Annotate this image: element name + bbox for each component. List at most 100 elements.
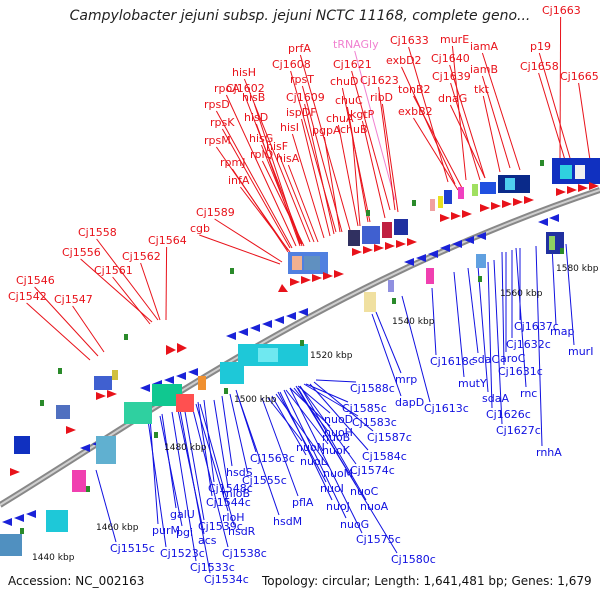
gene-label-cj1639[interactable]: Cj1639: [432, 70, 471, 83]
gene-label-pfla[interactable]: pflA: [292, 496, 314, 509]
gene-label-cj1562[interactable]: Cj1562: [122, 250, 161, 263]
gene-label-cj1534c[interactable]: Cj1534c: [204, 573, 249, 586]
gene-label-nuom[interactable]: nuoM: [323, 467, 353, 480]
gene-label-infa[interactable]: infA: [228, 174, 250, 187]
gene-label-iamb[interactable]: iamB: [470, 63, 498, 76]
gene-label-cj1561[interactable]: Cj1561: [94, 264, 133, 277]
gene-label-rpsk[interactable]: rpsK: [210, 116, 235, 129]
gene-label-cj1580c[interactable]: Cj1580c: [391, 553, 436, 566]
gene-label-nuoh[interactable]: nuoH: [324, 426, 353, 439]
gene-label-nuoa[interactable]: nuoA: [360, 500, 389, 513]
gene-label-rpst[interactable]: rpsT: [290, 73, 314, 86]
gene-label-cj1538c[interactable]: Cj1538c: [222, 547, 267, 560]
gene-label-cj1584c[interactable]: Cj1584c: [362, 450, 407, 463]
gene-label-hisf[interactable]: hisF: [266, 140, 288, 153]
gene-label-sdaa[interactable]: sdaA: [482, 392, 509, 405]
gene-label-cj1623[interactable]: Cj1623: [360, 74, 399, 87]
gene-label-cj1548c[interactable]: Cj1548c: [208, 482, 253, 495]
gene-label-chub[interactable]: chuB: [340, 123, 368, 136]
gene-label-cj1558[interactable]: Cj1558: [78, 226, 117, 239]
gene-label-cj1637c[interactable]: Cj1637c: [514, 320, 559, 333]
gene-label-nuol[interactable]: nuoL: [300, 455, 328, 468]
gene-label-purm[interactable]: purM: [152, 524, 180, 537]
gene-label-cj1563c[interactable]: Cj1563c: [250, 452, 295, 465]
gene-label-exbb2[interactable]: exbB2: [398, 105, 433, 118]
gene-label-cj1665[interactable]: Cj1665: [560, 70, 599, 83]
gene-label-cj1602[interactable]: Cj1602: [226, 82, 265, 95]
gene-label-cj1547[interactable]: Cj1547: [54, 293, 93, 306]
gene-label-rpsd[interactable]: rpsD: [204, 98, 230, 111]
gene-label-cj1523c[interactable]: Cj1523c: [160, 547, 205, 560]
gene-label-prfa[interactable]: prfA: [288, 42, 311, 55]
gene-label-iama[interactable]: iamA: [470, 40, 499, 53]
gene-label-nuoi[interactable]: nuoI: [320, 482, 344, 495]
gene-label-nuoj[interactable]: nuoJ: [326, 500, 350, 513]
gene-label-trnagly[interactable]: tRNAGly: [333, 38, 379, 51]
gene-label-cj1588c[interactable]: Cj1588c: [350, 382, 395, 395]
gene-label-cj1631c[interactable]: Cj1631c: [498, 365, 543, 378]
gene-label-rplq[interactable]: rplQ: [250, 148, 274, 161]
gene-label-cj1533c[interactable]: Cj1533c: [190, 561, 235, 574]
gene-label-galu[interactable]: galU: [170, 508, 195, 521]
gene-label-cj1575c[interactable]: Cj1575c: [356, 533, 401, 546]
gene-label-rnc[interactable]: rnc: [520, 387, 537, 400]
gene-label-cj1632c[interactable]: Cj1632c: [506, 338, 551, 351]
gene-label-nuob[interactable]: nuoB: [322, 431, 350, 444]
gene-label-rpoa[interactable]: rpoA: [214, 82, 240, 95]
gene-label-cj1589[interactable]: Cj1589: [196, 206, 235, 219]
gene-label-rnha[interactable]: rnhA: [536, 446, 562, 459]
gene-label-cj1658[interactable]: Cj1658: [520, 60, 559, 73]
gene-label-dapd[interactable]: dapD: [395, 396, 424, 409]
gene-label-rloh[interactable]: rloH: [222, 511, 245, 524]
gene-label-cj1574c[interactable]: Cj1574c: [350, 464, 395, 477]
gene-label-aroc[interactable]: aroC: [500, 352, 526, 365]
gene-label-nuok[interactable]: nuoK: [322, 444, 351, 457]
gene-label-chua[interactable]: chuA: [326, 112, 354, 125]
gene-label-hsdr[interactable]: hsdR: [228, 525, 256, 538]
gene-label-hisd[interactable]: hisD: [244, 111, 268, 124]
gene-label-cj1544c[interactable]: Cj1544c: [206, 496, 251, 509]
gene-label-hsdm[interactable]: hsdM: [273, 515, 302, 528]
gene-label-cgb[interactable]: cgb: [190, 222, 210, 235]
gene-label-nuog[interactable]: nuoG: [340, 518, 369, 531]
gene-label-nuod[interactable]: nuoD: [324, 413, 353, 426]
gene-label-mlob[interactable]: mloB: [222, 487, 250, 500]
gene-label-map[interactable]: map: [550, 325, 574, 338]
gene-label-mure[interactable]: murE: [440, 33, 469, 46]
gene-label-cj1640[interactable]: Cj1640: [431, 52, 470, 65]
gene-label-rpsm[interactable]: rpsM: [204, 134, 231, 147]
gene-label-mrp[interactable]: mrp: [395, 373, 417, 386]
gene-label-cj1613c[interactable]: Cj1613c: [424, 402, 469, 415]
gene-label-tonb2[interactable]: tonB2: [398, 83, 431, 96]
gene-label-hisi[interactable]: hisI: [280, 121, 299, 134]
gene-label-pgi[interactable]: pgi: [176, 526, 193, 539]
gene-label-hisg[interactable]: hisG: [249, 132, 273, 145]
gene-label-nuoc[interactable]: nuoC: [350, 485, 379, 498]
gene-label-cj1564[interactable]: Cj1564: [148, 234, 187, 247]
gene-label-chuc[interactable]: chuC: [335, 94, 363, 107]
gene-label-cj1546[interactable]: Cj1546: [16, 274, 55, 287]
gene-label-cj1608[interactable]: Cj1608: [272, 58, 311, 71]
gene-label-cj1633[interactable]: Cj1633: [390, 34, 429, 47]
gene-label-kgtp[interactable]: kgtP: [350, 108, 375, 121]
gene-label-cj1539c[interactable]: Cj1539c: [198, 520, 243, 533]
gene-label-muri[interactable]: murI: [568, 345, 593, 358]
gene-label-muty[interactable]: mutY: [458, 377, 487, 390]
gene-label-cj1627c[interactable]: Cj1627c: [496, 424, 541, 437]
gene-label-cj1621[interactable]: Cj1621: [333, 58, 372, 71]
gene-label-exbd2[interactable]: exbD2: [386, 54, 422, 67]
gene-label-cj1585c[interactable]: Cj1585c: [342, 402, 387, 415]
gene-label-hish[interactable]: hisH: [232, 66, 256, 79]
gene-label-hisa[interactable]: hisA: [276, 152, 300, 165]
gene-label-chud[interactable]: chuD: [330, 75, 358, 88]
gene-label-cj1556[interactable]: Cj1556: [62, 246, 101, 259]
gene-label-pgpa[interactable]: pgpA: [312, 124, 341, 137]
gene-label-ribd[interactable]: ribD: [370, 91, 393, 104]
gene-label-cj1542[interactable]: Cj1542: [8, 290, 47, 303]
gene-label-cj1515c[interactable]: Cj1515c: [110, 542, 155, 555]
gene-label-cj1583c[interactable]: Cj1583c: [352, 416, 397, 429]
gene-label-cj1587c[interactable]: Cj1587c: [367, 431, 412, 444]
gene-label-cj1555c[interactable]: Cj1555c: [242, 474, 287, 487]
gene-label-cj1609[interactable]: Cj1609: [286, 91, 325, 104]
gene-label-acs[interactable]: acs: [198, 534, 217, 547]
